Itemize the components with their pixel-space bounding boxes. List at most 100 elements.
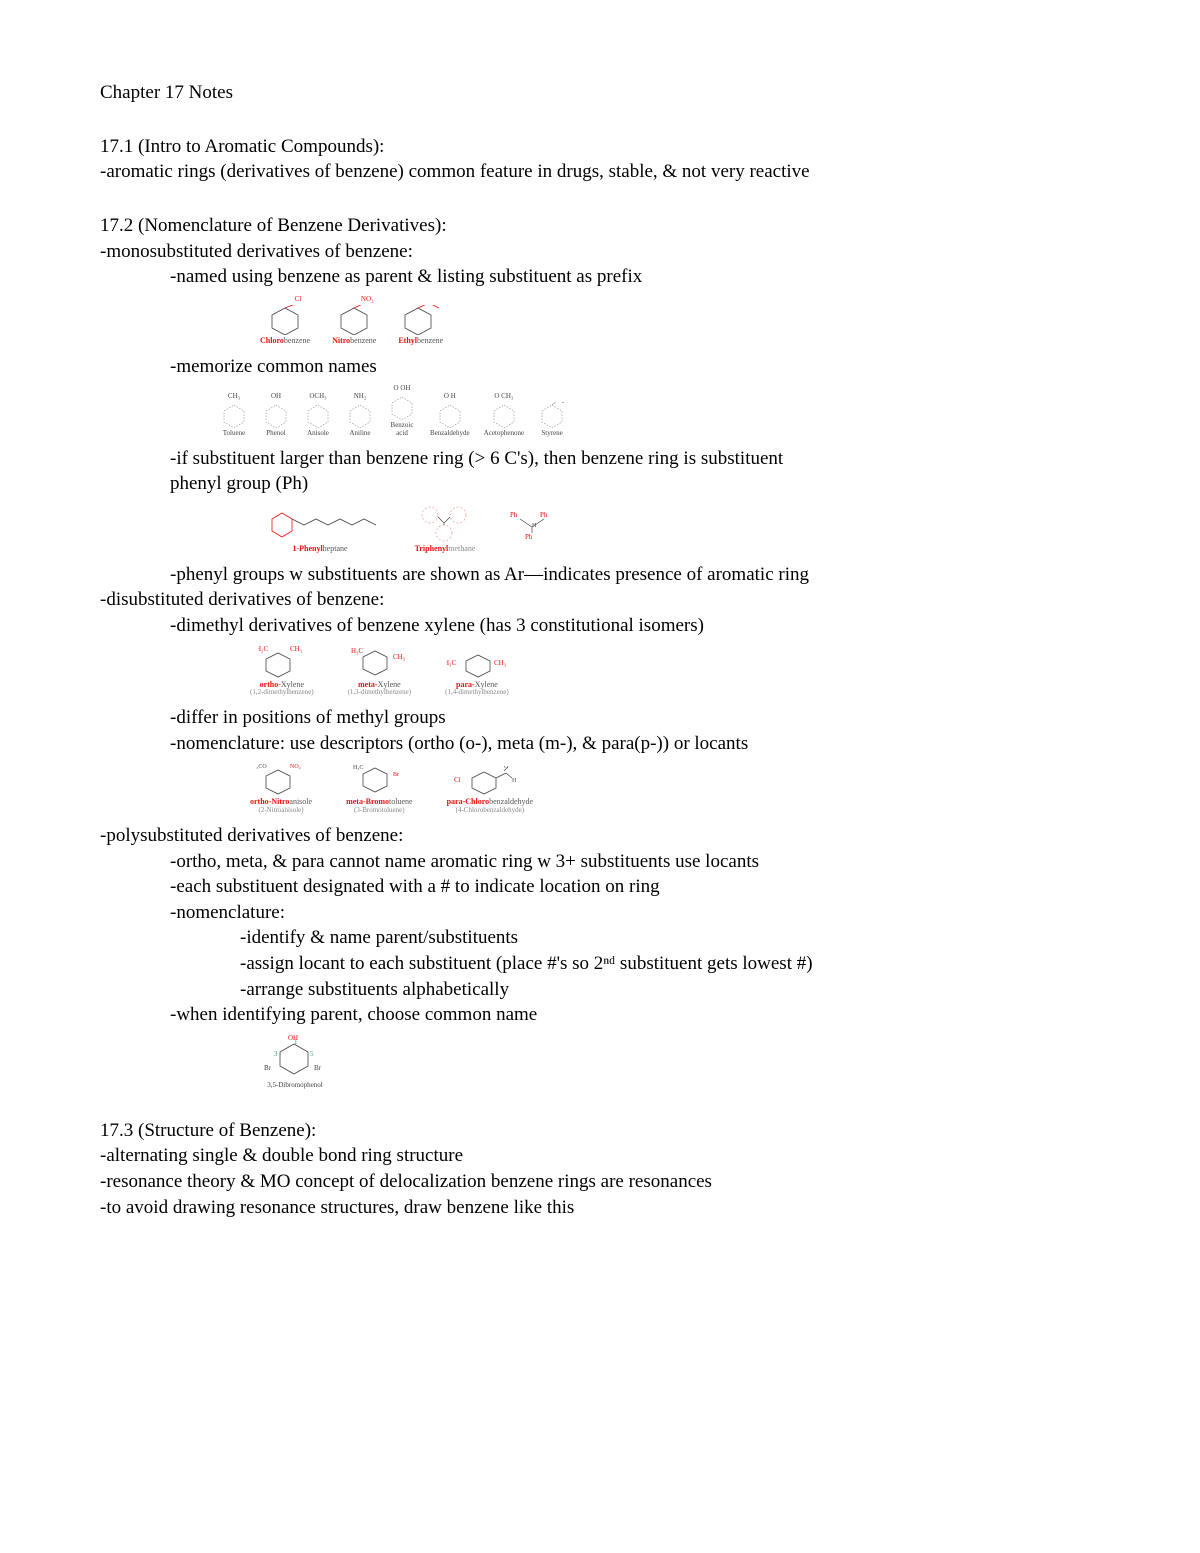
body-line: -phenyl groups w substituents are shown …: [170, 562, 1100, 588]
benzene-ring-icon: [436, 402, 464, 428]
para-xylene-icon: H₃C CH₃: [446, 649, 508, 679]
body-line: -disubstituted derivatives of benzene:: [100, 587, 1100, 613]
body-line: -arrange substituents alphabetically: [240, 977, 1100, 1003]
body-line: -nomenclature: use descriptors (ortho (o…: [170, 731, 1100, 757]
chem-fig: Styrene: [538, 393, 566, 438]
svg-text:Br: Br: [264, 1064, 272, 1072]
body-line: -differ in positions of methyl groups: [170, 705, 1100, 731]
ortho-xylene-icon: H₃C CH₃: [258, 645, 306, 679]
benzene-ring-icon: [490, 402, 518, 428]
svg-text:H₃C: H₃C: [446, 659, 456, 667]
para-chlorobenzaldehyde-icon: Cl H O: [454, 766, 526, 796]
chem-fig: H₃CCH₃ ortho-Xylene(1,2-dimethylbenzene): [250, 645, 314, 697]
ph-abbrev-icon: Ph Ph Ph H =: [510, 507, 556, 543]
body-line: -identify & name parent/substituents: [240, 925, 1100, 951]
benzene-ring-icon: [220, 402, 248, 428]
figure-dibromophenol: OH Br Br 3 5 1 3,5-Dibromophenol: [260, 1034, 1100, 1090]
phenylheptane-icon: [260, 507, 380, 543]
body-line: -assign locant to each substituent (plac…: [240, 951, 1100, 977]
chem-fig: Cl H O para-Chlorobenzaldehyde(4-Chlorob…: [447, 766, 534, 814]
svg-text:CH₃: CH₃: [290, 645, 303, 653]
benzene-ring-icon: [262, 402, 290, 428]
benzene-ring-icon: [268, 305, 302, 335]
chem-fig: OH Br Br 3 5 1 3,5-Dibromophenol: [260, 1034, 330, 1090]
svg-text:Br: Br: [393, 772, 399, 778]
benzene-ring-icon: [337, 305, 371, 335]
chem-fig: OCH₃ Anisole: [304, 393, 332, 438]
body-line: -alternating single & double bond ring s…: [100, 1143, 1100, 1169]
svg-text:O: O: [504, 766, 509, 770]
body-line: -polysubstituted derivatives of benzene:: [100, 823, 1100, 849]
section-head: 17.3 (Structure of Benzene):: [100, 1118, 1100, 1144]
body-line: phenyl group (Ph): [170, 471, 1100, 497]
body-line: -ortho, meta, & para cannot name aromati…: [170, 849, 1100, 875]
svg-text:Br: Br: [314, 1064, 322, 1072]
section-17-3: 17.3 (Structure of Benzene): -alternatin…: [100, 1118, 1100, 1221]
svg-text:3: 3: [274, 1050, 278, 1058]
chem-fig: H₃CCH₃ meta-Xylene(1,3-dimethylbenzene): [348, 645, 412, 697]
section-head: 17.2 (Nomenclature of Benzene Derivative…: [100, 213, 1100, 239]
benzene-ring-icon: [304, 402, 332, 428]
body-line: -named using benzene as parent & listing…: [170, 264, 1100, 290]
chem-fig: O H Benzaldehyde: [430, 393, 470, 438]
benzene-ring-icon: [538, 402, 566, 428]
chem-fig: OH Phenol: [262, 393, 290, 438]
svg-text:H₃C: H₃C: [258, 645, 268, 653]
dibromophenol-icon: OH Br Br 3 5 1: [260, 1034, 330, 1080]
benzene-ring-icon: [388, 394, 416, 420]
svg-text:1: 1: [294, 1038, 298, 1046]
body-line: -if substituent larger than benzene ring…: [170, 446, 1100, 472]
chem-fig: 1-Phenylheptane: [260, 507, 380, 554]
chem-fig: NO₂ Nitrobenzene: [332, 296, 376, 346]
body-line: -memorize common names: [170, 354, 1100, 380]
svg-text:CH₃: CH₃: [393, 653, 406, 661]
svg-text:H₃CO: H₃CO: [256, 764, 267, 770]
svg-text:H: H: [512, 778, 517, 784]
chem-fig: O OH Benzoic acid: [388, 385, 416, 437]
figure-row-mono: Cl Chlorobenzene NO₂ Nitrobenzene Ethylb…: [260, 296, 1100, 346]
meta-xylene-icon: H₃C CH₃: [351, 645, 407, 679]
chem-fig: Triphenylmethane: [410, 503, 480, 554]
figure-row-xylene: H₃CCH₃ ortho-Xylene(1,2-dimethylbenzene)…: [250, 645, 1100, 697]
meta-bromotoluene-icon: H₃C Br: [353, 762, 405, 796]
triphenyl-icon: [410, 503, 480, 543]
benzene-ring-icon: [346, 402, 374, 428]
svg-text:Cl: Cl: [454, 776, 461, 784]
body-line: -to avoid drawing resonance structures, …: [100, 1195, 1100, 1221]
benzene-ring-icon: [401, 305, 441, 335]
svg-text:Ph: Ph: [510, 511, 518, 519]
ortho-nitroanisole-icon: H₃CO NO₂: [256, 762, 306, 796]
section-head: 17.1 (Intro to Aromatic Compounds):: [100, 134, 1100, 160]
document-page: Chapter 17 Notes 17.1 (Intro to Aromatic…: [0, 0, 1200, 1553]
body-line: -dimethyl derivatives of benzene xylene …: [170, 613, 1100, 639]
chem-fig: Ethylbenzene: [398, 296, 443, 346]
figure-row-phenyl: 1-Phenylheptane Triphenylmethane Ph Ph P…: [260, 503, 1100, 554]
svg-text:Ph: Ph: [540, 511, 548, 519]
body-line: -when identifying parent, choose common …: [170, 1002, 1100, 1028]
svg-text:CH₃: CH₃: [494, 659, 507, 667]
figure-row-common: CH₃ Toluene OH Phenol OCH₃ Anisole NH₂ A…: [220, 385, 1100, 437]
substituent-label: NO₂: [361, 296, 374, 304]
svg-text:NO₂: NO₂: [290, 764, 301, 770]
body-line: -nomenclature:: [170, 900, 1100, 926]
body-line: -each substituent designated with a # to…: [170, 874, 1100, 900]
chem-fig: Cl Chlorobenzene: [260, 296, 310, 346]
body-line: -monosubstituted derivatives of benzene:: [100, 239, 1100, 265]
svg-text:H₃C: H₃C: [351, 647, 363, 655]
svg-text:5: 5: [310, 1050, 314, 1058]
chem-fig: CH₃ Toluene: [220, 393, 248, 438]
body-line: -aromatic rings (derivatives of benzene)…: [100, 159, 1100, 185]
substituent-label: Cl: [295, 296, 302, 304]
figure-row-descriptors: H₃CONO₂ ortho-Nitroanisole(2-Nitroanisol…: [250, 762, 1100, 814]
svg-text:Ph: Ph: [525, 533, 533, 541]
section-17-1: 17.1 (Intro to Aromatic Compounds): -aro…: [100, 134, 1100, 185]
chem-fig: Ph Ph Ph H =: [510, 507, 556, 554]
chem-fig: NH₂ Aniline: [346, 393, 374, 438]
chem-fig: O CH₃ Acetophenone: [484, 393, 524, 438]
section-17-2: 17.2 (Nomenclature of Benzene Derivative…: [100, 213, 1100, 1090]
chem-fig: H₃CONO₂ ortho-Nitroanisole(2-Nitroanisol…: [250, 762, 312, 814]
chem-fig: H₃CBr meta-Bromotoluene(3-Bromotoluene): [346, 762, 413, 814]
svg-text:H₃C: H₃C: [353, 765, 363, 771]
svg-text:H: H: [532, 523, 537, 529]
chem-fig: H₃CCH₃ para-Xylene(1,4-dimethylbenzene): [445, 649, 509, 697]
